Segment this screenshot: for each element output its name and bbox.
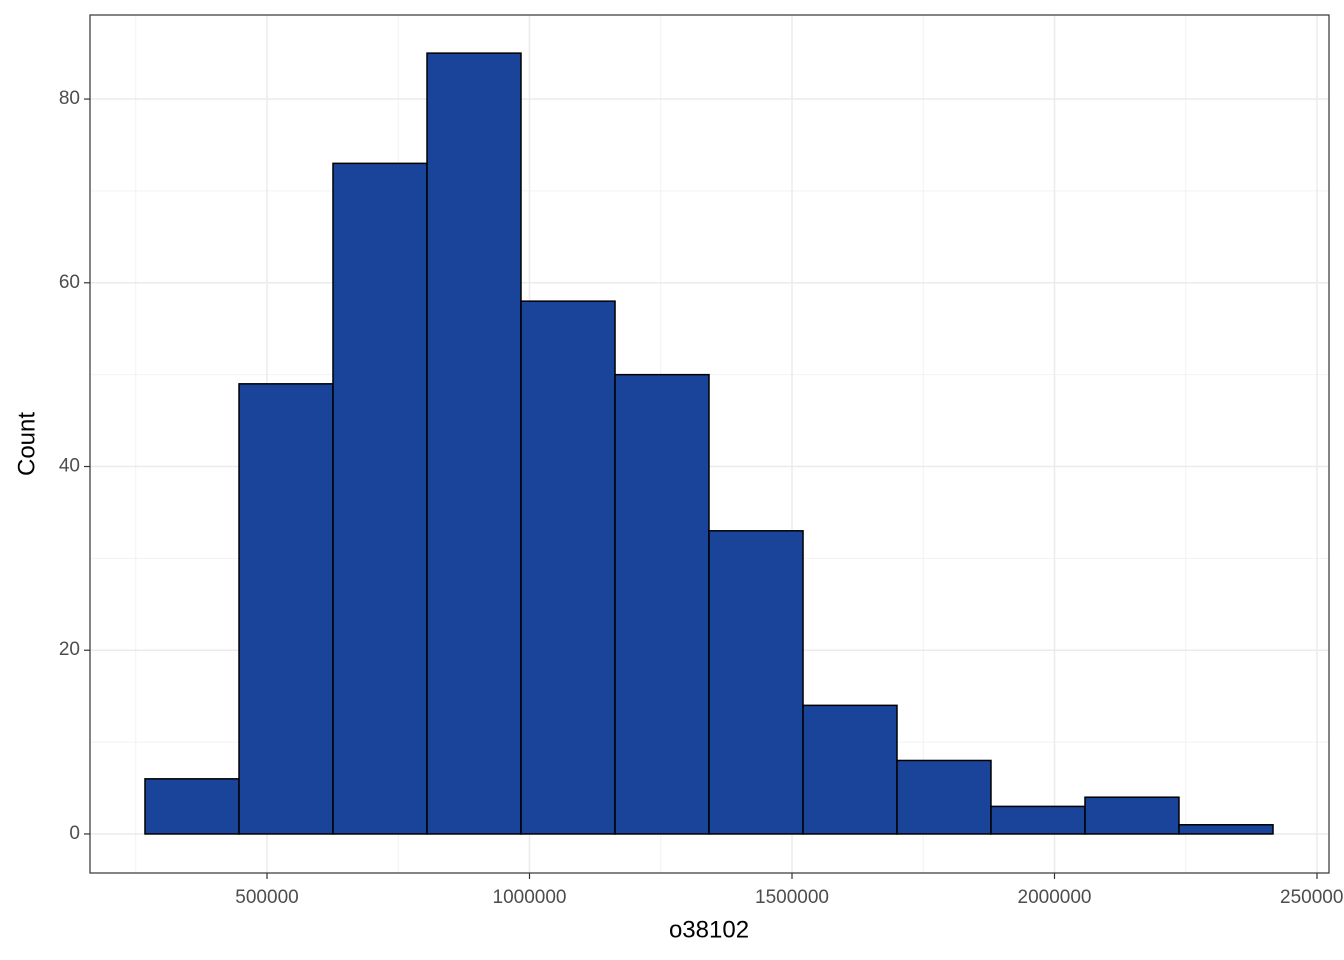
bar	[520, 300, 616, 835]
bar	[802, 704, 898, 835]
bar	[708, 530, 804, 835]
bar	[1084, 796, 1180, 835]
x-tick-label: 1000000	[493, 887, 567, 908]
bar	[896, 759, 992, 835]
y-tick-label: 80	[59, 88, 80, 109]
bar	[1178, 824, 1274, 835]
bar	[332, 162, 428, 835]
x-tick-label: 2000000	[1018, 887, 1092, 908]
x-tick-label: 1500000	[755, 887, 829, 908]
x-tick-label: 500000	[235, 887, 298, 908]
y-tick-label: 20	[59, 639, 80, 660]
bar	[614, 373, 710, 835]
y-tick-label: 60	[59, 272, 80, 293]
x-axis-title: o38102	[669, 916, 749, 943]
y-axis-title: Count	[13, 412, 40, 476]
x-tick-label: 2500000	[1280, 887, 1344, 908]
bar	[990, 805, 1086, 835]
y-tick-label: 0	[69, 823, 80, 844]
y-tick-label: 40	[59, 456, 80, 477]
bar	[238, 383, 334, 835]
bar	[426, 52, 522, 835]
panel-border	[89, 14, 1330, 874]
bar	[144, 778, 240, 835]
